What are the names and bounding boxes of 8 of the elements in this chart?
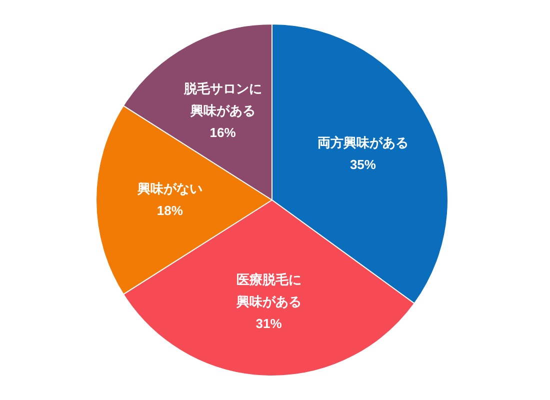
data-label: 35% <box>350 156 376 172</box>
slice-label: 両方興味がある <box>317 134 408 150</box>
data-label: 31% <box>256 316 282 332</box>
slice-label: 脱毛サロンに興味がある <box>184 80 262 118</box>
data-label: 16% <box>210 124 236 140</box>
slice-label: 医療脱毛に興味がある <box>236 272 302 310</box>
slice-label: 興味がない <box>137 181 202 196</box>
data-label: 18% <box>156 203 183 218</box>
